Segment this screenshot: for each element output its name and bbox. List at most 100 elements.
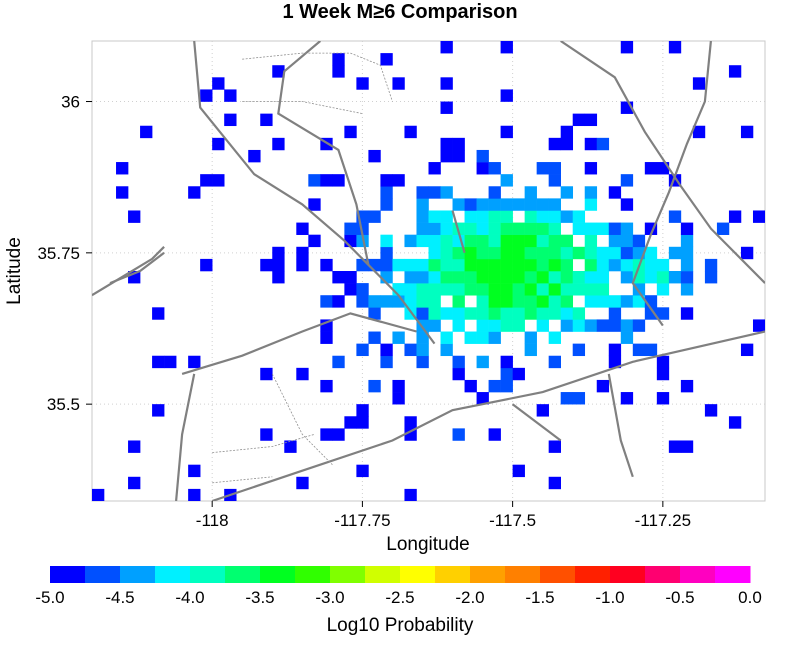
probability-cell <box>536 258 549 272</box>
probability-cell <box>380 271 393 284</box>
colorbar-swatch <box>120 566 156 583</box>
probability-cell <box>452 295 465 308</box>
probability-cell <box>464 379 477 393</box>
probability-cell <box>608 343 622 357</box>
colorbar-swatch <box>715 566 751 583</box>
probability-cell <box>452 137 465 151</box>
probability-cell <box>380 295 393 308</box>
probability-cell <box>608 234 622 248</box>
probability-cell <box>644 246 658 260</box>
probability-cell <box>512 246 525 260</box>
probability-cell <box>92 488 105 501</box>
probability-cell <box>680 440 694 453</box>
probability-cell <box>536 210 549 223</box>
probability-cell <box>512 307 525 320</box>
probability-cell <box>428 210 441 223</box>
probability-cell <box>512 283 525 296</box>
probability-cell <box>644 162 658 175</box>
x-axis-label: Longitude <box>386 534 469 555</box>
probability-cell <box>740 343 754 357</box>
probability-cell <box>440 210 453 223</box>
fault-line <box>511 403 562 442</box>
probability-cell <box>548 440 561 453</box>
colorbar-tick-label: -1.5 <box>525 588 554 607</box>
probability-cell <box>452 355 465 369</box>
fault-line-minor <box>242 101 363 114</box>
probability-cell <box>392 258 405 272</box>
probability-cell <box>620 234 634 248</box>
probability-cell <box>416 222 429 235</box>
colorbar-swatch <box>470 566 506 583</box>
probability-cell <box>560 258 574 272</box>
probability-cell <box>428 246 441 260</box>
probability-cell <box>668 210 682 223</box>
probability-cell <box>320 174 333 187</box>
probability-cell <box>692 77 706 90</box>
probability-cell <box>668 271 682 284</box>
probability-cell <box>620 198 634 211</box>
probability-cell <box>440 271 453 284</box>
probability-cell <box>404 283 417 296</box>
probability-cell <box>620 392 634 405</box>
probability-cell <box>620 246 634 260</box>
probability-cell <box>392 331 405 344</box>
probability-cell <box>140 125 153 139</box>
probability-cell <box>536 234 549 248</box>
probability-cell <box>332 428 345 441</box>
probability-cell <box>560 234 574 248</box>
probability-cell <box>464 198 477 211</box>
probability-cell <box>584 271 598 284</box>
probability-cell <box>512 198 525 211</box>
probability-cell <box>260 428 273 441</box>
probability-cell <box>260 113 273 127</box>
probability-cell <box>344 283 357 296</box>
probability-cell <box>536 246 549 260</box>
probability-cell <box>656 367 670 381</box>
probability-cell <box>464 331 477 344</box>
probability-cell <box>440 149 453 163</box>
probability-cell <box>452 428 465 441</box>
probability-cell <box>476 210 489 223</box>
probability-cell <box>404 295 417 308</box>
probability-cell <box>260 367 273 381</box>
probability-cell <box>620 258 634 272</box>
probability-cell <box>548 210 561 223</box>
probability-cell <box>296 476 309 490</box>
colorbar-swatch <box>225 566 261 583</box>
probability-cell <box>548 283 561 296</box>
probability-cell <box>620 41 634 54</box>
probability-cell <box>620 319 634 332</box>
probability-cell <box>416 295 429 308</box>
probability-cell <box>476 246 489 260</box>
probability-cell <box>404 234 417 248</box>
probability-cell <box>392 174 405 187</box>
probability-cell <box>332 174 345 187</box>
colorbar-tick-label: -2.5 <box>385 588 414 607</box>
probability-cell <box>500 210 513 223</box>
probability-cell <box>224 113 237 127</box>
probability-cell <box>536 307 549 320</box>
probability-cell <box>464 210 477 223</box>
fault-line-minor <box>212 476 273 484</box>
probability-cell <box>416 234 429 248</box>
fault-line <box>631 41 712 327</box>
probability-cell <box>560 392 574 405</box>
probability-cell <box>320 295 333 308</box>
probability-cell <box>272 65 285 78</box>
probability-cell <box>584 222 598 235</box>
probability-cell <box>548 355 561 369</box>
probability-cell <box>524 234 537 248</box>
probability-cell <box>656 258 670 272</box>
probability-cell <box>452 319 465 332</box>
probability-cell <box>380 343 393 357</box>
probability-cell <box>320 428 333 441</box>
fault-lines <box>92 41 765 501</box>
probability-cell <box>572 392 586 405</box>
probability-cell <box>332 271 345 284</box>
colorbar-tick-label: -4.0 <box>175 588 204 607</box>
colorbar-swatch <box>575 566 611 583</box>
probability-cell <box>584 198 598 211</box>
probability-cell <box>488 307 501 320</box>
probability-cell <box>428 319 441 332</box>
probability-cell <box>368 307 381 320</box>
